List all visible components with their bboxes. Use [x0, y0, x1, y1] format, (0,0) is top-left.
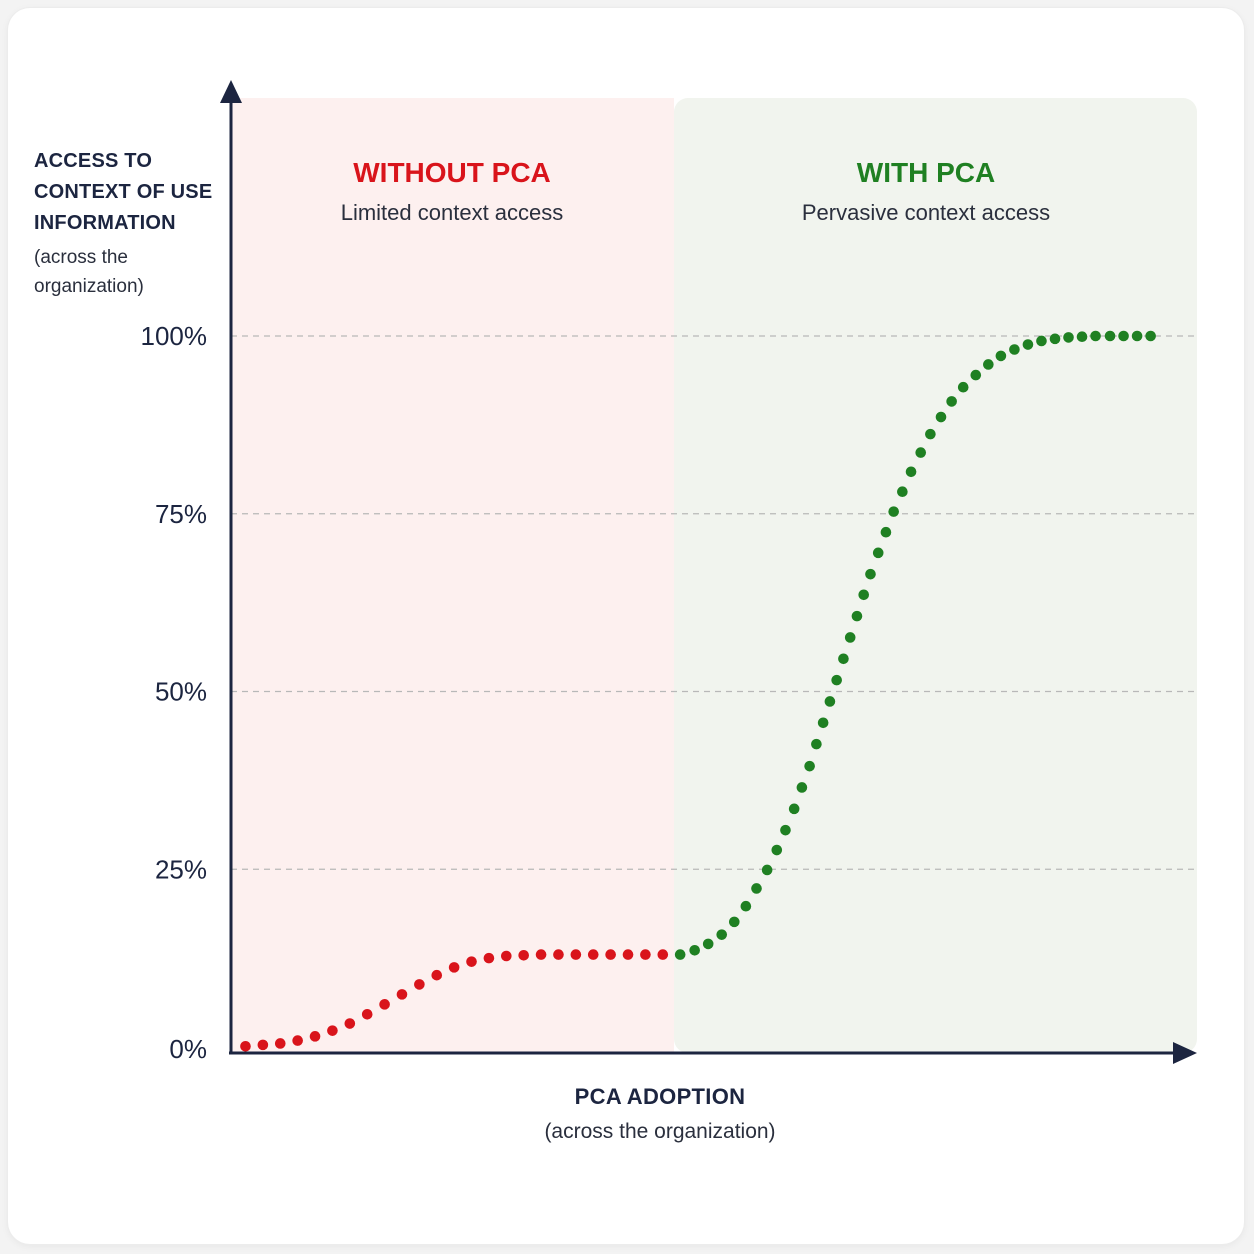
- without-pca-point: [396, 989, 408, 1000]
- with-pca-point: [728, 916, 740, 928]
- y-tick-label: 100%: [141, 321, 208, 351]
- with-pca-point: [804, 760, 815, 772]
- without-pca-title: WITHOUT PCA: [353, 157, 551, 188]
- without-pca-point: [274, 1038, 286, 1049]
- without-pca-point: [483, 952, 495, 964]
- without-pca-region: [231, 98, 674, 1053]
- without-pca-point: [657, 949, 669, 960]
- without-pca-point: [240, 1040, 251, 1052]
- with-pca-point: [751, 883, 762, 894]
- without-pca-subtitle: Limited context access: [341, 200, 564, 225]
- y-tick-label: 75%: [155, 499, 207, 529]
- with-pca-point: [716, 929, 728, 940]
- with-pca-title: WITH PCA: [857, 157, 995, 188]
- with-pca-point: [970, 369, 982, 381]
- y-tick-labels: 0% 25% 50% 75% 100%: [141, 321, 208, 1064]
- without-pca-point: [501, 950, 512, 962]
- without-pca-point: [622, 949, 634, 960]
- gridlines: [231, 335, 1197, 870]
- with-pca-point: [811, 738, 822, 750]
- x-axis-arrow: [1173, 1042, 1197, 1064]
- with-pca-point: [780, 824, 791, 836]
- y-axis-subtitle: (across the organization): [34, 247, 144, 297]
- without-pca-point: [361, 1008, 373, 1020]
- without-pca-point: [553, 949, 564, 960]
- y-tick-label: 0%: [169, 1034, 207, 1064]
- without-pca-point: [570, 949, 582, 960]
- with-pca-point: [796, 782, 808, 793]
- with-pca-point: [880, 526, 892, 538]
- without-pca-point: [640, 949, 651, 960]
- without-pca-point: [448, 962, 460, 973]
- y-tick-label: 25%: [155, 854, 207, 884]
- without-pca-point: [431, 969, 443, 981]
- with-pca-point: [925, 428, 936, 440]
- with-pca-point: [935, 411, 947, 423]
- with-pca-point: [824, 696, 836, 707]
- with-pca-point: [831, 674, 842, 686]
- y-axis-arrow: [220, 80, 242, 103]
- with-pca-point: [1022, 339, 1034, 350]
- with-pca-point: [915, 447, 927, 458]
- y-axis-label: ACCESS TO CONTEXT OF USE INFORMATION (ac…: [34, 146, 224, 301]
- with-pca-point: [872, 547, 884, 559]
- with-pca-point: [1145, 330, 1156, 342]
- with-pca-point: [865, 568, 876, 580]
- without-pca-point: [518, 949, 529, 961]
- with-pca-point: [1049, 333, 1061, 345]
- with-pca-point: [1063, 332, 1074, 343]
- with-pca-point: [983, 359, 994, 370]
- with-pca-point: [957, 381, 969, 393]
- x-axis-subtitle: (across the organization): [544, 1120, 776, 1143]
- without-pca-point: [309, 1031, 321, 1042]
- with-pca-point: [851, 610, 863, 622]
- with-pca-point: [817, 717, 829, 729]
- without-pca-point: [414, 979, 425, 990]
- with-pca-region: [674, 98, 1197, 1053]
- with-pca-point: [858, 589, 870, 601]
- with-pca-point: [771, 844, 783, 856]
- without-pca-point: [379, 999, 390, 1010]
- with-pca-point: [1131, 330, 1143, 342]
- with-pca-point: [702, 938, 714, 950]
- with-pca-point: [674, 949, 686, 960]
- with-pca-point: [905, 466, 917, 478]
- with-pca-point: [788, 803, 800, 815]
- with-pca-point: [1076, 331, 1088, 343]
- y-tick-label: 50%: [155, 677, 207, 707]
- y-axis-title: ACCESS TO CONTEXT OF USE INFORMATION: [34, 150, 213, 234]
- without-pca-point: [466, 956, 477, 967]
- with-pca-point: [1036, 335, 1047, 347]
- with-pca-point: [995, 350, 1007, 362]
- with-pca-point: [888, 506, 899, 517]
- with-pca-point: [838, 653, 849, 665]
- without-pca-point: [605, 949, 616, 960]
- without-pca-point: [257, 1039, 269, 1051]
- with-pca-point: [1090, 330, 1101, 342]
- with-pca-point: [1009, 344, 1020, 355]
- without-pca-point: [292, 1035, 303, 1046]
- with-pca-point: [740, 900, 752, 912]
- x-axis-title: PCA ADOPTION: [574, 1084, 746, 1109]
- with-pca-point: [689, 945, 700, 956]
- without-pca-point: [344, 1018, 356, 1029]
- without-pca-point: [587, 949, 599, 960]
- with-pca-subtitle: Pervasive context access: [802, 200, 1050, 225]
- data-points: [240, 330, 1156, 1052]
- without-pca-point: [327, 1025, 338, 1036]
- with-pca-point: [946, 396, 957, 407]
- with-pca-point: [844, 632, 856, 643]
- without-pca-point: [535, 949, 547, 960]
- with-pca-point: [897, 486, 908, 498]
- with-pca-point: [761, 864, 773, 876]
- with-pca-point: [1104, 330, 1116, 342]
- with-pca-point: [1118, 330, 1129, 342]
